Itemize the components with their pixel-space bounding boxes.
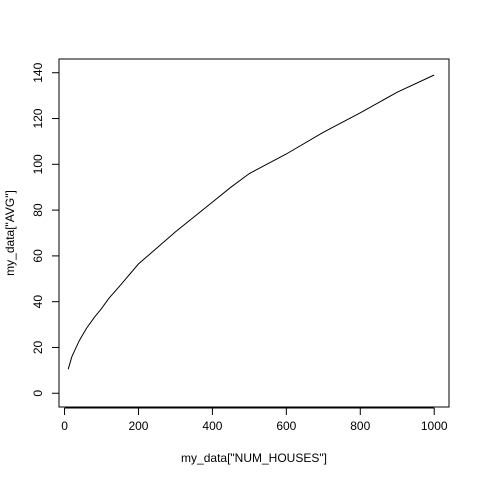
y-tick-label: 140 bbox=[31, 62, 45, 82]
y-tick-label: 120 bbox=[31, 108, 45, 128]
y-tick-label: 40 bbox=[31, 295, 45, 309]
x-axis-label: my_data["NUM_HOUSES"] bbox=[181, 451, 327, 465]
y-axis: 0 20 40 60 80 100 120 140 bbox=[31, 62, 60, 397]
x-tick-label: 200 bbox=[128, 419, 148, 433]
x-tick-label: 600 bbox=[276, 419, 296, 433]
y-tick-label: 20 bbox=[31, 340, 45, 354]
y-tick-label: 60 bbox=[31, 249, 45, 263]
y-tick-label: 0 bbox=[31, 390, 45, 397]
y-tick-label: 80 bbox=[31, 203, 45, 217]
x-tick-label: 400 bbox=[202, 419, 222, 433]
y-axis-label: my_data["AVG"] bbox=[3, 190, 17, 276]
series-line bbox=[67, 74, 435, 370]
series-layer bbox=[67, 74, 435, 370]
x-tick-label: 0 bbox=[61, 419, 68, 433]
x-tick-label: 800 bbox=[350, 419, 370, 433]
x-axis: 0 200 400 600 800 1000 bbox=[61, 407, 448, 433]
plot-frame bbox=[58, 58, 450, 408]
y-tick-label: 100 bbox=[31, 154, 45, 174]
x-tick-label: 1000 bbox=[421, 419, 448, 433]
